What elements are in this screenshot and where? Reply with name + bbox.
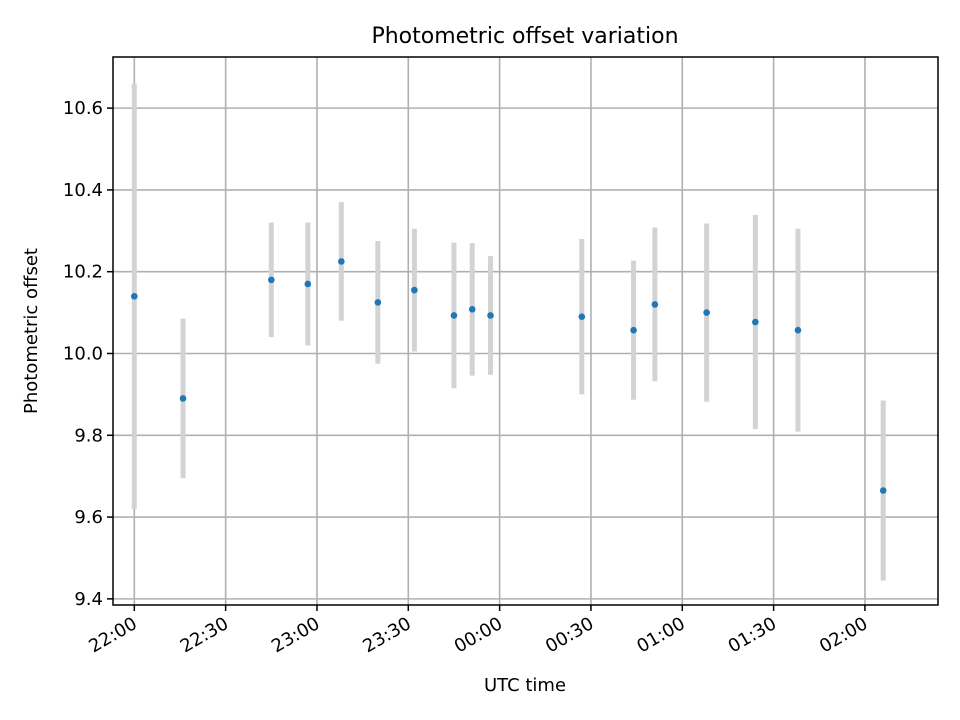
y-tick-label: 10.4 [63,180,103,201]
data-point [450,312,458,319]
chart-title: Photometric offset variation [371,24,678,49]
data-point [578,313,586,320]
y-tick-label: 9.8 [74,425,103,446]
y-axis-label: Photometric offset [21,248,42,414]
x-tick-label: 00:00 [451,613,506,657]
data-point [651,301,659,308]
data-point [879,487,887,494]
plot-frame [112,56,939,606]
data-point [131,292,138,300]
x-tick-label: 23:00 [268,613,323,657]
data-point [794,326,802,334]
y-tick-label: 10.0 [63,343,103,364]
point-layer [131,258,887,494]
x-tick-label: 02:00 [816,613,871,657]
y-tick-label: 9.4 [74,589,103,610]
data-point [468,306,476,313]
x-tick-label: 01:00 [633,613,688,657]
data-point [268,276,275,284]
y-tick-label: 10.2 [63,262,103,283]
y-tick-label: 9.6 [74,507,103,528]
data-point [338,258,345,265]
x-axis-label: UTC time [484,675,566,696]
grid-layer [113,57,938,605]
data-point [703,309,710,316]
x-tick-label: 00:30 [542,613,597,657]
data-point [411,286,418,294]
data-point [374,299,382,306]
x-tick-label: 22:30 [177,613,232,657]
data-point [179,395,187,402]
errorbar-layer [131,83,886,581]
x-tick-label: 01:30 [725,613,780,657]
data-point [487,312,494,319]
x-tick-label: 22:00 [85,613,140,657]
data-point [630,326,637,334]
data-point [752,318,759,326]
data-point [304,280,312,288]
y-tick-label: 10.6 [63,98,103,119]
x-tick-label: 23:30 [359,613,414,657]
